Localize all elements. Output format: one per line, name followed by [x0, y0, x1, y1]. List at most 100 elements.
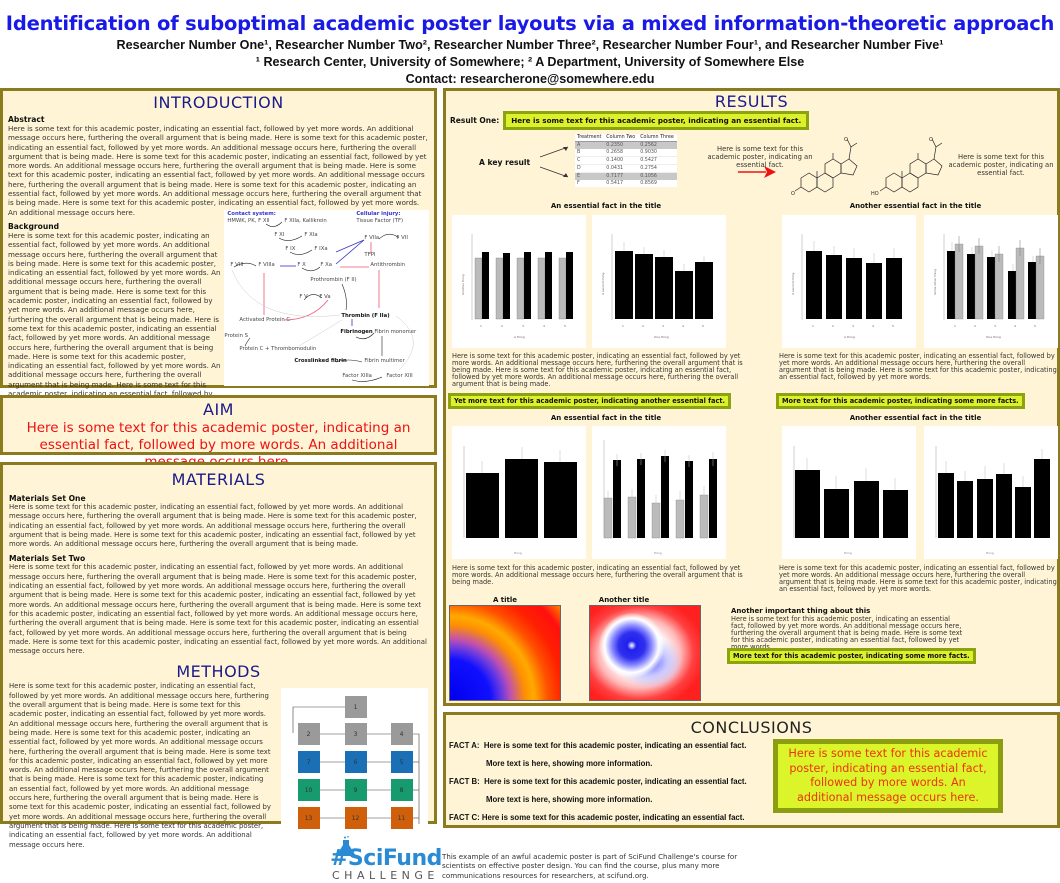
heatmap-title: A title — [492, 596, 518, 604]
conclusions-callout: Here is some text for this academic post… — [773, 739, 1003, 813]
svg-text:A thing: A thing — [514, 335, 525, 339]
diagram-node: F Va — [319, 293, 331, 300]
figure-title: Another essential fact in the title — [849, 414, 982, 422]
figure-caption: Here is some text for this academic post… — [452, 564, 743, 586]
diagram-node: F VII — [396, 234, 408, 241]
flask-icon — [336, 836, 356, 856]
svg-text:2: 2 — [642, 324, 644, 328]
fact-b-sub: More text is here, showing more informat… — [486, 795, 653, 804]
diagram-node: F V — [299, 293, 308, 300]
bar-chart: Some other thing One thing 1 2 3 4 5 — [924, 215, 1058, 348]
flowchart-arrows — [292, 707, 419, 825]
materials-set-two-label: Materials Set Two — [9, 554, 86, 564]
diagram-node: F VIII — [230, 261, 244, 268]
logo-text: #SciFund — [330, 846, 442, 871]
figure-title: An essential fact in the title — [550, 414, 662, 422]
diagram-node: F VIIIa — [258, 261, 275, 268]
highlight-box: More text for this academic poster, indi… — [727, 648, 976, 664]
result-one-highlight: Here is some text for this academic post… — [503, 111, 810, 130]
poster-title: Identification of suboptimal academic po… — [5, 12, 1055, 35]
svg-text:A thing: A thing — [844, 335, 855, 339]
svg-text:2: 2 — [832, 324, 834, 328]
logo-subtext: CHALLENGE — [332, 869, 439, 882]
introduction-panel: INTRODUCTION Abstract Here is some text … — [0, 88, 437, 417]
table-row: C 0.1400 0.5427 — [575, 157, 677, 165]
diagram-node: F IX — [285, 245, 296, 252]
conclusions-panel: CONCLUSIONS FACT A: Here is some text fo… — [443, 712, 1060, 828]
flow-box: 2 — [297, 723, 320, 746]
flow-box: 3 — [344, 723, 367, 746]
svg-text:HO: HO — [871, 191, 879, 197]
abstract-label: Abstract — [8, 115, 45, 124]
svg-text:O: O — [929, 137, 933, 143]
materials-set-one-text: Here is some text for this academic post… — [9, 503, 417, 549]
flow-box: 11 — [390, 807, 413, 830]
diagram-node: Fibrin multimer — [364, 357, 405, 364]
author-list: Researcher Number One¹, Researcher Numbe… — [116, 38, 944, 52]
diagram-node: F VIIa — [364, 234, 380, 241]
steroid-molecules: O O O HO — [791, 137, 943, 197]
pathway-arrows — [232, 221, 414, 382]
svg-text:Another thing: Another thing — [461, 274, 465, 295]
svg-text:5: 5 — [702, 324, 704, 328]
svg-text:1: 1 — [954, 324, 956, 328]
svg-text:2: 2 — [974, 324, 976, 328]
svg-text:5: 5 — [1034, 324, 1036, 328]
svg-text:thing: thing — [844, 551, 852, 555]
svg-text:A second thing: A second thing — [791, 273, 795, 295]
svg-text:1: 1 — [622, 324, 624, 328]
bar-chart: A second thing One thing 1 2 3 4 5 — [592, 215, 726, 348]
svg-text:O: O — [844, 137, 848, 143]
svg-text:3: 3 — [852, 324, 854, 328]
table-header: Column Three — [638, 134, 677, 142]
aim-heading: AIM — [203, 400, 234, 419]
chart-plot: thing — [463, 446, 577, 555]
diagram-node: Fibrinogen — [340, 328, 373, 335]
fact-b: FACT B: Here is some text for this acade… — [449, 777, 747, 786]
bar-chart: A second thing A thing 1 2 3 4 5 — [782, 215, 916, 348]
flow-box: 1 — [344, 696, 367, 719]
diagram-node: Activated Protein C — [239, 316, 291, 323]
svg-text:O: O — [791, 191, 795, 197]
fact-a-sub: More text is here, showing more informat… — [486, 759, 653, 768]
svg-text:1: 1 — [812, 324, 814, 328]
svg-text:thing: thing — [514, 551, 522, 555]
flow-box: 10 — [297, 779, 320, 802]
svg-text:5: 5 — [892, 324, 894, 328]
methods-text: Here is some text for this academic post… — [9, 682, 271, 849]
coagulation-diagram: Contact system: HMWK, PK, F XII F XIIa, … — [224, 209, 429, 386]
flow-box: 8 — [390, 779, 413, 802]
table-row: F 0.5417 0.8569 — [577, 181, 657, 186]
methods-heading: METHODS — [176, 662, 261, 682]
figure-title: Another essential fact in the title — [849, 202, 982, 210]
svg-text:3: 3 — [522, 324, 524, 328]
figure-title: An essential fact in the title — [550, 202, 662, 210]
table-header: Treatment — [575, 134, 605, 142]
figure-caption: Here is some text for this academic post… — [779, 352, 1057, 381]
flow-box: 13 — [297, 807, 320, 830]
diagram-node: Tissue Factor (TF) — [356, 217, 404, 224]
chart-plot: A second thing One thing 1 2 3 4 5 — [601, 234, 713, 339]
chart-plot: thing — [603, 440, 717, 555]
diagram-node: F Xa — [320, 261, 333, 268]
figure-caption: Here is some text for this academic post… — [452, 352, 743, 388]
flow-box: 12 — [344, 807, 367, 830]
bar-chart: thing — [924, 426, 1058, 559]
conclusions-heading: CONCLUSIONS — [690, 718, 813, 737]
svg-text:Some other thing: Some other thing — [933, 269, 937, 295]
chart-plot: thing — [793, 446, 908, 555]
diagram-node: Prothrombin (F II) — [310, 276, 357, 283]
svg-text:A second thing: A second thing — [601, 273, 605, 295]
key-result-label: A key result — [479, 158, 531, 167]
flow-box: 7 — [297, 751, 320, 774]
svg-text:thing: thing — [654, 551, 662, 555]
bar-chart: thing — [592, 426, 726, 559]
chart-plot: Another thing A thing 1 2 3 4 5 — [461, 234, 573, 339]
table-row: E 0.7177 0.1056 — [575, 172, 677, 180]
key-result-arrows — [539, 146, 569, 178]
fact-a: FACT A: Here is some text for this acade… — [449, 741, 747, 750]
scifund-logo: #SciFund CHALLENGE — [328, 836, 442, 882]
materials-panel: MATERIALS Materials Set One Here is some… — [0, 462, 437, 849]
results-panel: RESULTS Result One: Here is some text fo… — [443, 88, 1060, 706]
red-arrow-icon — [738, 166, 776, 178]
